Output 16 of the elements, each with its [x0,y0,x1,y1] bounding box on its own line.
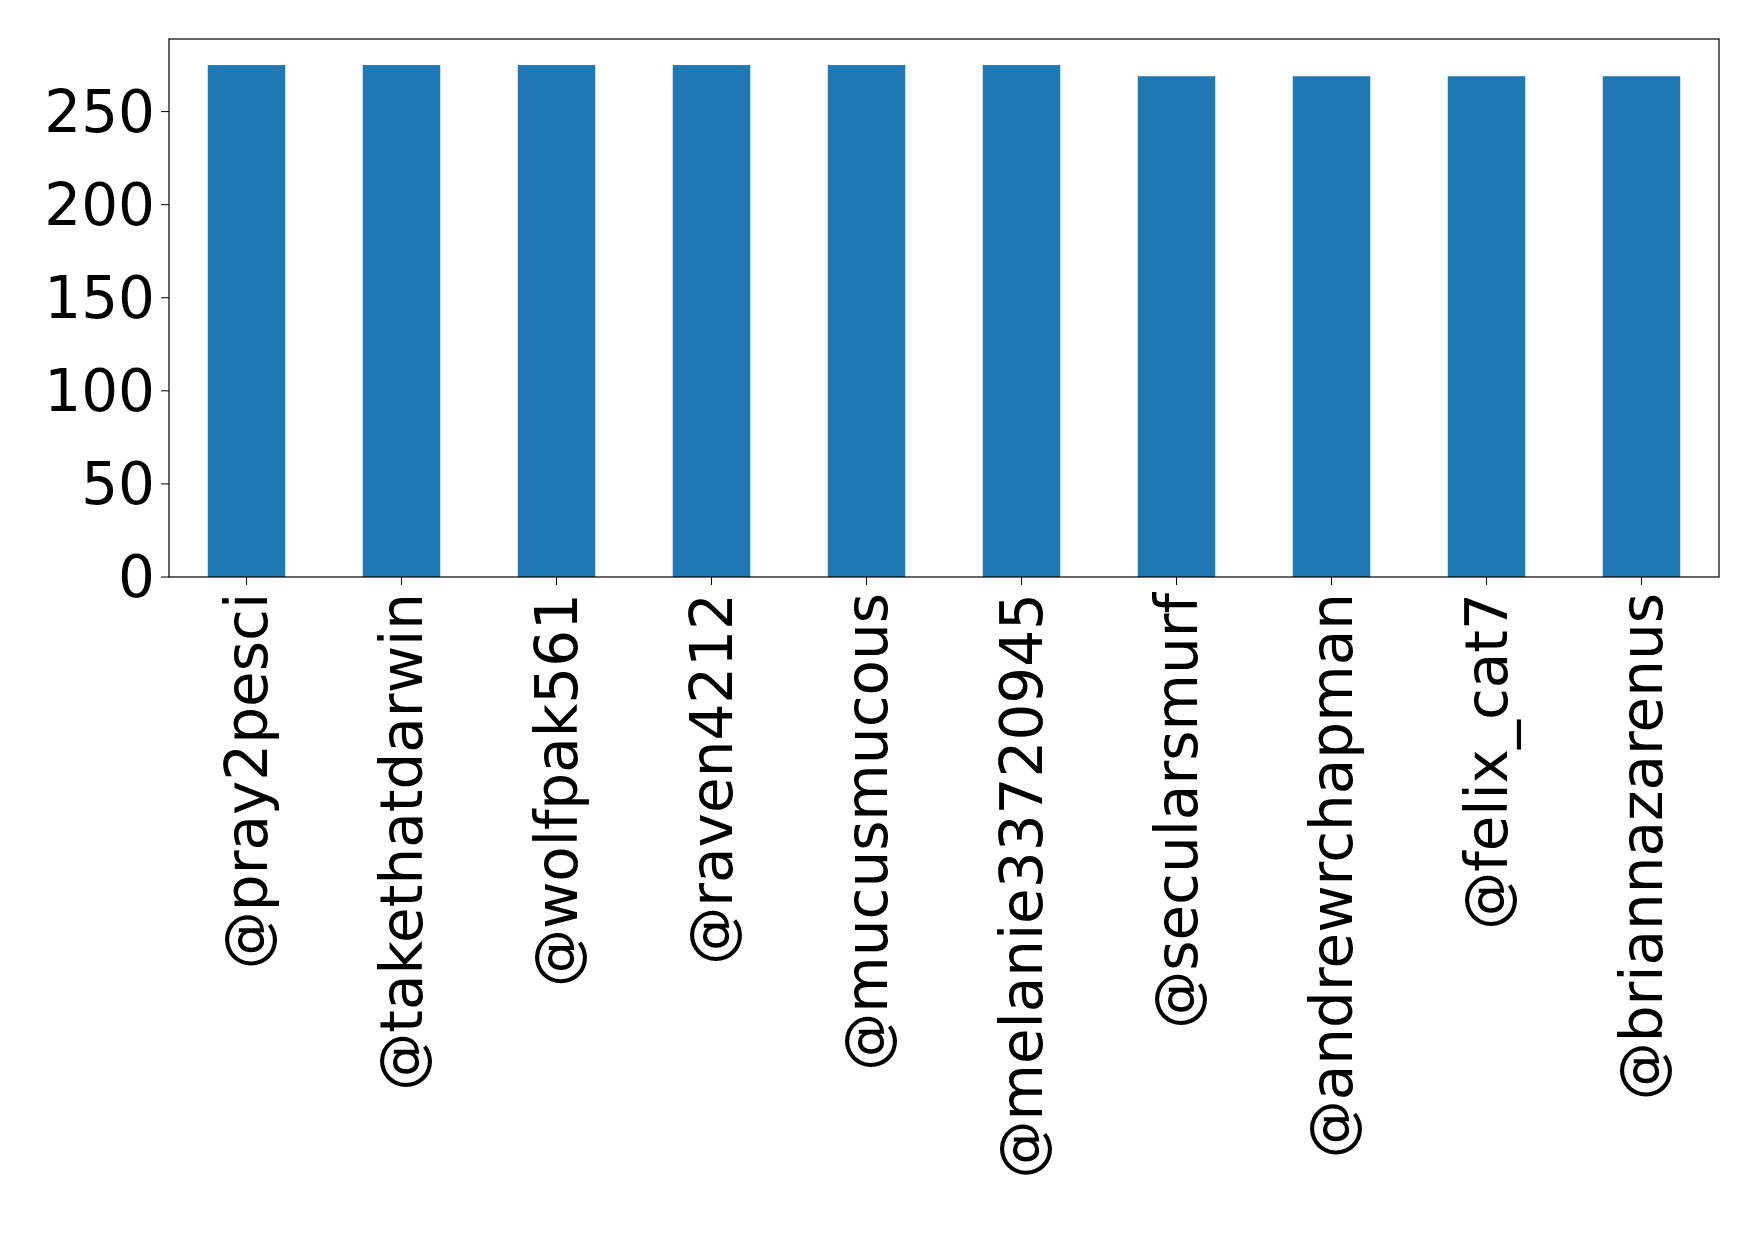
x-tick-label: @felix_cat7 [1452,593,1521,930]
x-tick-label: @takethatdarwin [367,593,436,1091]
y-tick-label: 50 [81,450,155,519]
x-tick-label: @pray2pesci [212,593,281,970]
y-tick-label: 250 [44,77,155,146]
y-tick-label: 200 [44,170,155,239]
y-tick-label: 0 [118,543,155,612]
x-tick-label: @secularsmurf [1142,591,1211,1029]
x-tick-label: @mucusmucous [832,593,901,1071]
y-tick-label: 150 [44,264,155,333]
x-tick-label: @wolfpak561 [522,593,591,988]
x-tick-label: @andrewrchapman [1297,593,1366,1159]
y-tick-label: 100 [44,357,155,426]
x-tick-label: @raven4212 [677,593,746,965]
x-tick-label: @melanie33720945 [987,593,1056,1179]
x-tick-label: @briannazarenus [1607,593,1676,1101]
